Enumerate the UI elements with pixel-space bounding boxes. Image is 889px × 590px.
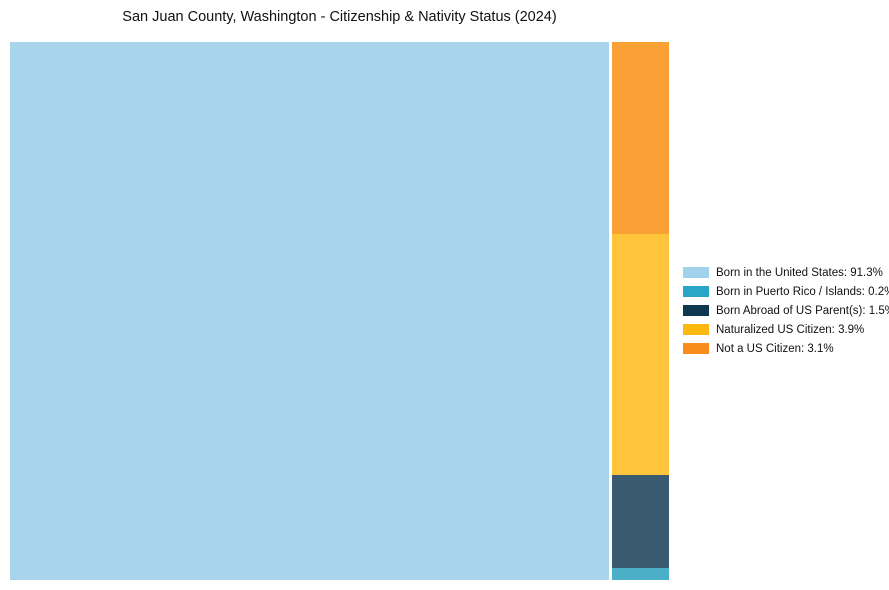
legend-item-born-abroad-of-us-parents: Born Abroad of US Parent(s): 1.5% <box>683 301 889 320</box>
legend-item-not-a-us-citizen: Not a US Citizen: 3.1% <box>683 339 889 358</box>
legend-label: Born in Puerto Rico / Islands: 0.2% <box>716 285 889 298</box>
chart-title: San Juan County, Washington - Citizenshi… <box>122 9 557 25</box>
legend-swatch-icon <box>683 305 709 316</box>
treemap-side-column <box>611 42 669 581</box>
legend-swatch-icon <box>683 324 709 335</box>
legend-swatch-icon <box>683 267 709 278</box>
chart-legend: Born in the United States: 91.3% Born in… <box>683 263 889 358</box>
legend-item-born-in-puerto-rico-islands: Born in Puerto Rico / Islands: 0.2% <box>683 282 889 301</box>
treemap-rect-born-in-puerto-rico-islands[interactable] <box>611 567 669 581</box>
treemap-rect-born-abroad-of-us-parents[interactable] <box>611 474 669 568</box>
treemap-plot <box>10 42 669 581</box>
legend-label: Born Abroad of US Parent(s): 1.5% <box>716 304 889 317</box>
legend-swatch-icon <box>683 343 709 354</box>
treemap-rect-born-in-united-states[interactable] <box>10 42 609 580</box>
legend-label: Naturalized US Citizen: 3.9% <box>716 323 865 336</box>
treemap-rect-naturalized-us-citizen[interactable] <box>611 233 669 475</box>
legend-swatch-icon <box>683 286 709 297</box>
legend-label: Born in the United States: 91.3% <box>716 266 883 279</box>
legend-item-born-in-united-states: Born in the United States: 91.3% <box>683 263 889 282</box>
treemap-rect-not-a-us-citizen[interactable] <box>611 42 669 234</box>
legend-label: Not a US Citizen: 3.1% <box>716 342 834 355</box>
legend-item-naturalized-us-citizen: Naturalized US Citizen: 3.9% <box>683 320 889 339</box>
